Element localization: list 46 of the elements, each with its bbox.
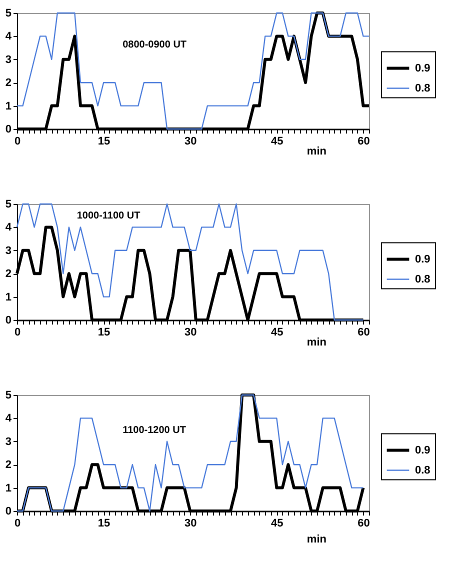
x-tick-label: 15	[98, 136, 110, 148]
x-tick-label: 0	[14, 136, 21, 148]
x-tick-label: 60	[358, 518, 370, 530]
x-tick-label: 0	[14, 326, 21, 338]
y-tick-label: 2	[5, 459, 12, 472]
x-axis-title: min	[306, 146, 327, 158]
x-tick-label: 30	[184, 136, 197, 148]
legend-label: 0.8	[415, 273, 430, 286]
x-tick-label: 15	[98, 518, 110, 530]
legend-label: 0.9	[415, 444, 430, 456]
annotation: 1100-1200 UT	[122, 424, 186, 436]
x-tick-label: 15	[98, 326, 110, 338]
x-tick-label: 45	[271, 136, 284, 148]
y-tick-label: 4	[5, 222, 12, 234]
x-tick-label: 60	[358, 136, 370, 148]
y-tick-label: 0	[5, 314, 12, 326]
x-axis-title: min	[306, 534, 327, 546]
x-tick-label: 30	[184, 518, 197, 530]
y-tick-label: 2	[5, 77, 12, 90]
x-tick-label: 0	[14, 518, 21, 530]
y-tick-label: 4	[5, 412, 12, 425]
y-tick-label: 1	[5, 482, 12, 494]
legend-label: 0.8	[415, 464, 430, 476]
y-tick-label: 4	[5, 30, 12, 43]
line-series	[16, 203, 364, 321]
x-tick-label: 45	[271, 326, 284, 338]
legend-label: 0.8	[415, 82, 430, 94]
y-tick-label: 0	[5, 506, 12, 518]
y-tick-label: 1	[5, 100, 12, 112]
x-tick-label: 60	[358, 326, 370, 338]
x-tick-label: 30	[184, 326, 197, 338]
y-tick-label: 3	[5, 244, 12, 257]
y-tick-label: 3	[5, 54, 12, 66]
y-tick-label: 5	[5, 198, 12, 210]
y-tick-label: 0	[5, 124, 12, 136]
x-axis-title: min	[306, 336, 327, 348]
y-tick-label: 1	[5, 291, 12, 304]
annotation: 1000-1100 UT	[76, 210, 140, 222]
y-tick-label: 3	[5, 436, 12, 448]
y-tick-label: 2	[5, 268, 12, 280]
x-tick-label: 45	[271, 518, 284, 530]
legend-label: 0.9	[415, 253, 430, 266]
legend-label: 0.9	[415, 62, 430, 74]
y-tick-label: 5	[5, 390, 12, 402]
y-tick-label: 5	[5, 8, 12, 20]
annotation: 0800-0900 UT	[122, 39, 187, 50]
